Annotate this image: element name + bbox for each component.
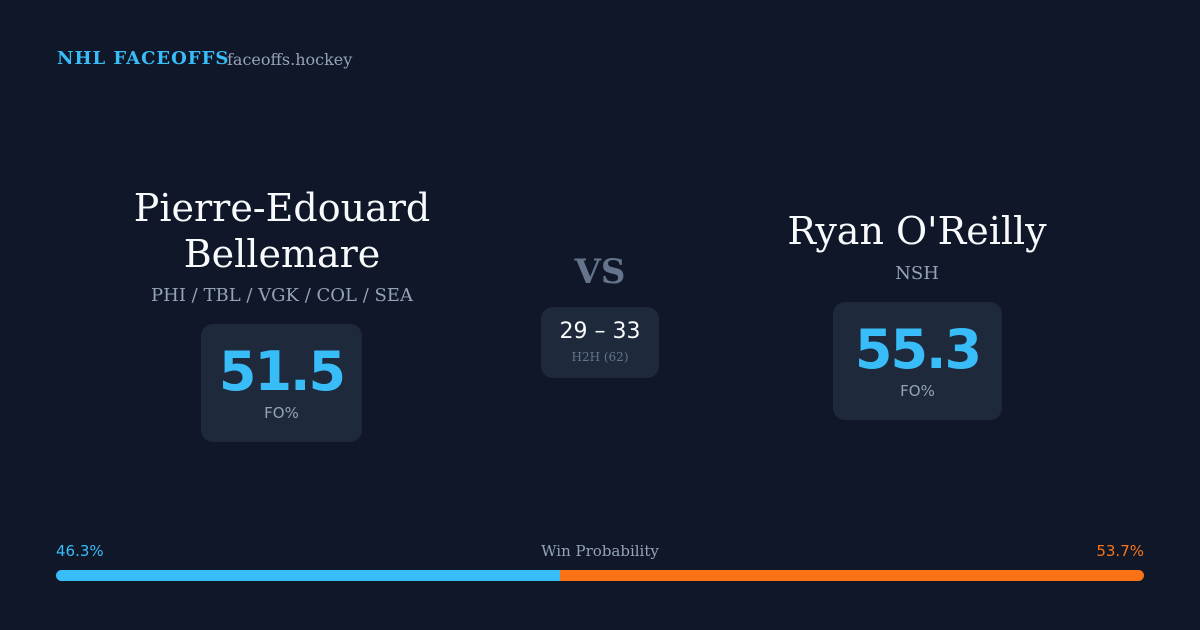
- fo-pct: 51.5: [218, 340, 346, 403]
- player-name: Ryan O'Reilly: [787, 209, 1047, 253]
- stat-box: 51.5 FO%: [201, 324, 362, 442]
- fo-pct: 55.3: [854, 318, 982, 381]
- vs: VS: [574, 252, 626, 292]
- fo-label: FO%: [900, 382, 935, 400]
- h2h-note: H2H (62): [571, 350, 629, 364]
- h2h-box: 29 – 33 H2H (62): [541, 307, 659, 378]
- left-segment: [56, 570, 560, 581]
- left-prob: 46.3%: [56, 542, 104, 560]
- player-teams: NSH: [895, 263, 939, 284]
- player-teams: PHI / TBL / VGK / COL / SEA: [151, 285, 413, 306]
- right-segment: [559, 570, 1144, 581]
- fo-label: FO%: [264, 404, 299, 422]
- prob-bar: [56, 570, 1144, 581]
- right-prob: 53.7%: [1096, 542, 1144, 560]
- h2h-score: 29 – 33: [559, 319, 641, 344]
- stat-box: 55.3 FO%: [833, 302, 1002, 420]
- player-name: Pierre-Edouard Bellemare: [133, 186, 431, 276]
- site: faceoffs.hockey: [227, 50, 353, 69]
- prob-title: Win Probability: [541, 542, 659, 560]
- brand: NHL FACEOFFS: [57, 48, 230, 69]
